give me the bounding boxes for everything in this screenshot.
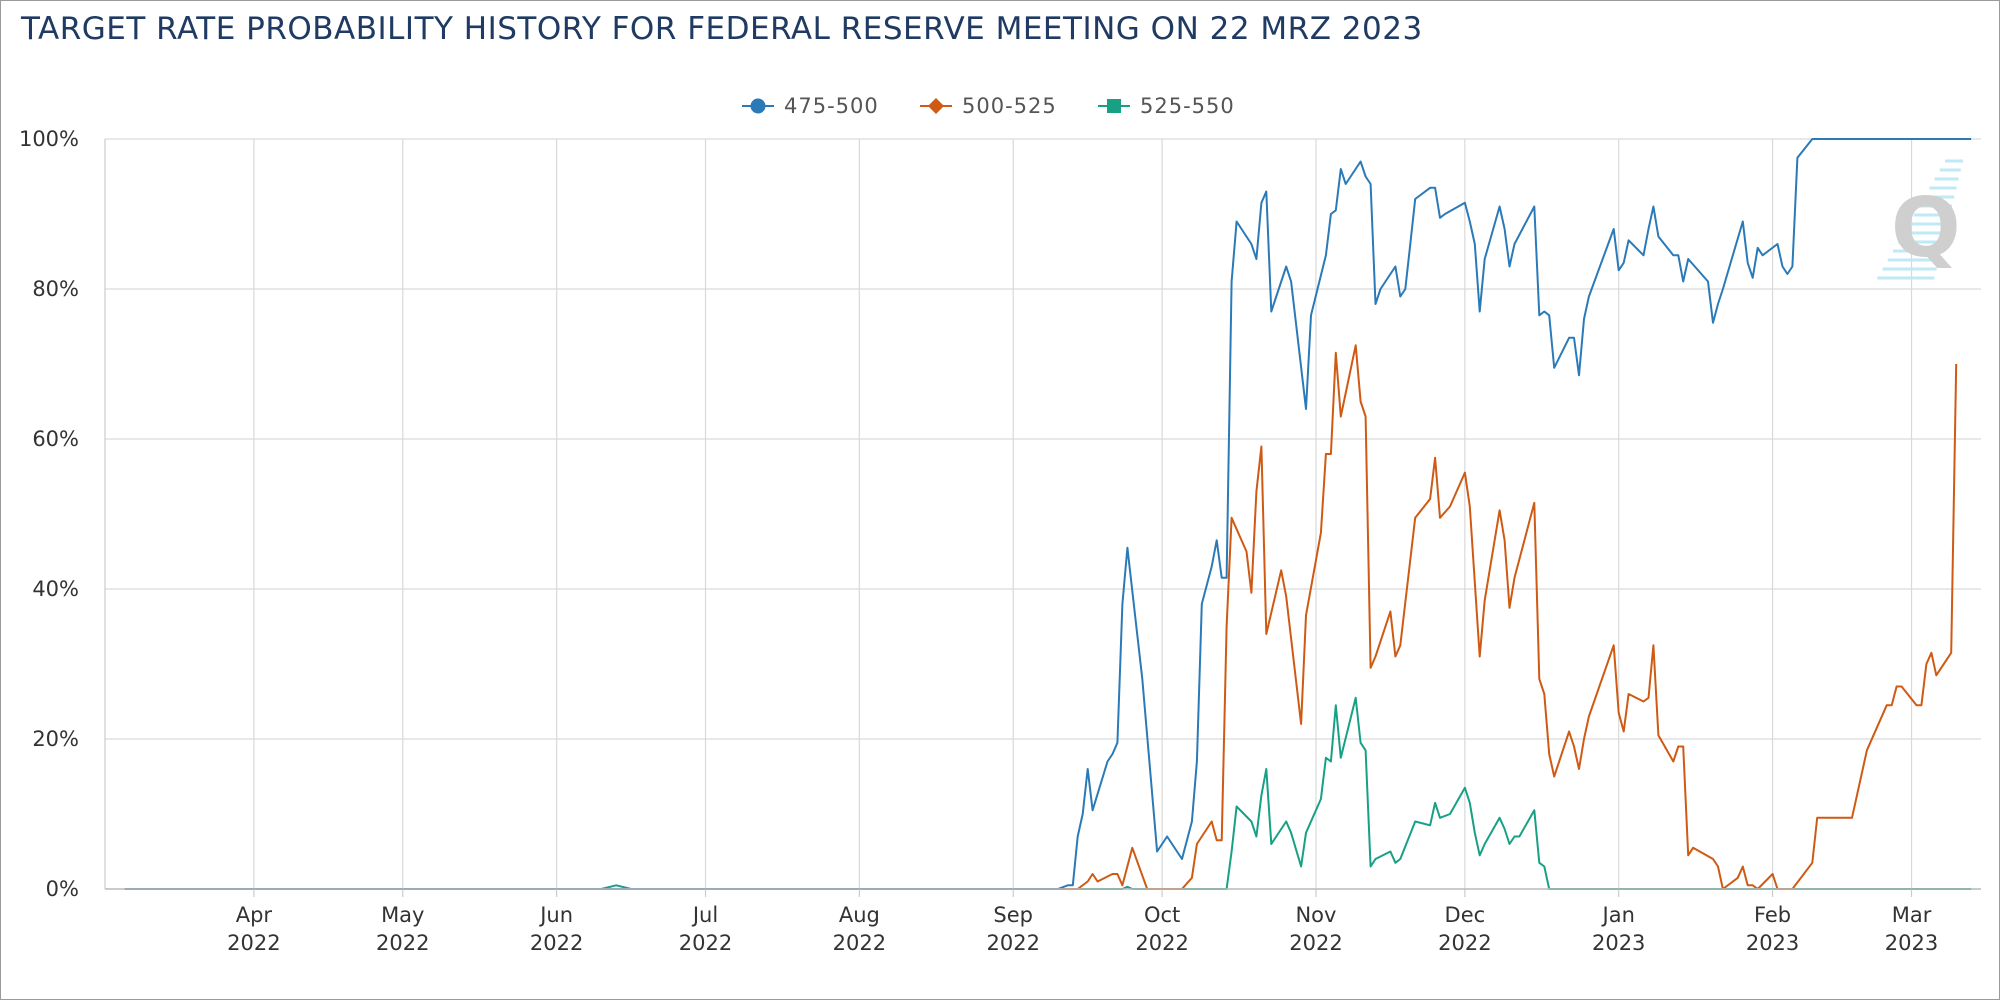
- y-tick-label: 100%: [19, 127, 79, 151]
- series-line-500-525[interactable]: [124, 344, 1958, 890]
- series-layer: [124, 138, 1972, 890]
- x-tick-label-month: Jan: [1601, 903, 1635, 927]
- x-tick-label-month: Feb: [1754, 903, 1791, 927]
- legend-circle-marker: [750, 98, 766, 114]
- y-tick-label: 0%: [46, 877, 79, 901]
- x-tick-label-year: 2023: [1885, 931, 1938, 955]
- legend-item-500-525[interactable]: 500-525: [920, 94, 1057, 118]
- legend-item-525-550[interactable]: 525-550: [1098, 94, 1235, 118]
- legend-diamond-marker: [928, 98, 944, 114]
- x-tick-label-month: Jul: [691, 903, 718, 927]
- watermark-logo: Q: [1877, 159, 1963, 280]
- x-tick-label-year: 2022: [1135, 931, 1188, 955]
- x-tick-label-year: 2022: [679, 931, 732, 955]
- watermark-letter: Q: [1891, 181, 1961, 276]
- legend[interactable]: 475-500 500-525 525-550: [742, 94, 1235, 118]
- y-tick-label: 20%: [32, 727, 79, 751]
- x-tick-label-month: Sep: [993, 903, 1033, 927]
- x-tick-label-month: Aug: [839, 903, 880, 927]
- x-tick-label-year: 2023: [1592, 931, 1645, 955]
- x-tick-label-year: 2023: [1746, 931, 1799, 955]
- x-tick-label-month: May: [381, 903, 424, 927]
- x-tick-label-year: 2022: [1438, 931, 1491, 955]
- x-tick-label-year: 2022: [227, 931, 280, 955]
- legend-label: 500-525: [962, 94, 1057, 118]
- legend-square-marker: [1107, 99, 1121, 113]
- x-tick-label-month: Nov: [1295, 903, 1336, 927]
- x-tick-label-month: Dec: [1445, 903, 1486, 927]
- x-tick-label-year: 2022: [376, 931, 429, 955]
- axis-layer: 0% 20% 40% 60% 80% 100% Apr 2022 May 2022 Jun 2022 J…: [19, 127, 1981, 955]
- x-tick-label-year: 2022: [1289, 931, 1342, 955]
- chart-title: TARGET RATE PROBABILITY HISTORY FOR FEDE…: [21, 11, 1423, 47]
- series-line-525-550[interactable]: [124, 696, 1972, 890]
- grid-layer: [105, 138, 1981, 890]
- x-tick-label-month: Oct: [1144, 903, 1180, 927]
- x-tick-label-month: Jun: [538, 903, 573, 927]
- series-line-475-500[interactable]: [124, 138, 1972, 890]
- y-tick-label: 80%: [32, 277, 79, 301]
- x-tick-label-month: Apr: [236, 903, 273, 927]
- legend-item-475-500[interactable]: 475-500: [742, 94, 879, 118]
- y-tick-label: 60%: [32, 427, 79, 451]
- x-tick-label-year: 2022: [833, 931, 886, 955]
- y-tick-label: 40%: [32, 577, 79, 601]
- legend-label: 475-500: [784, 94, 879, 118]
- x-tick-label-year: 2022: [530, 931, 583, 955]
- x-tick-label-year: 2022: [986, 931, 1039, 955]
- x-tick-label-month: Mar: [1892, 903, 1932, 927]
- legend-label: 525-550: [1140, 94, 1235, 118]
